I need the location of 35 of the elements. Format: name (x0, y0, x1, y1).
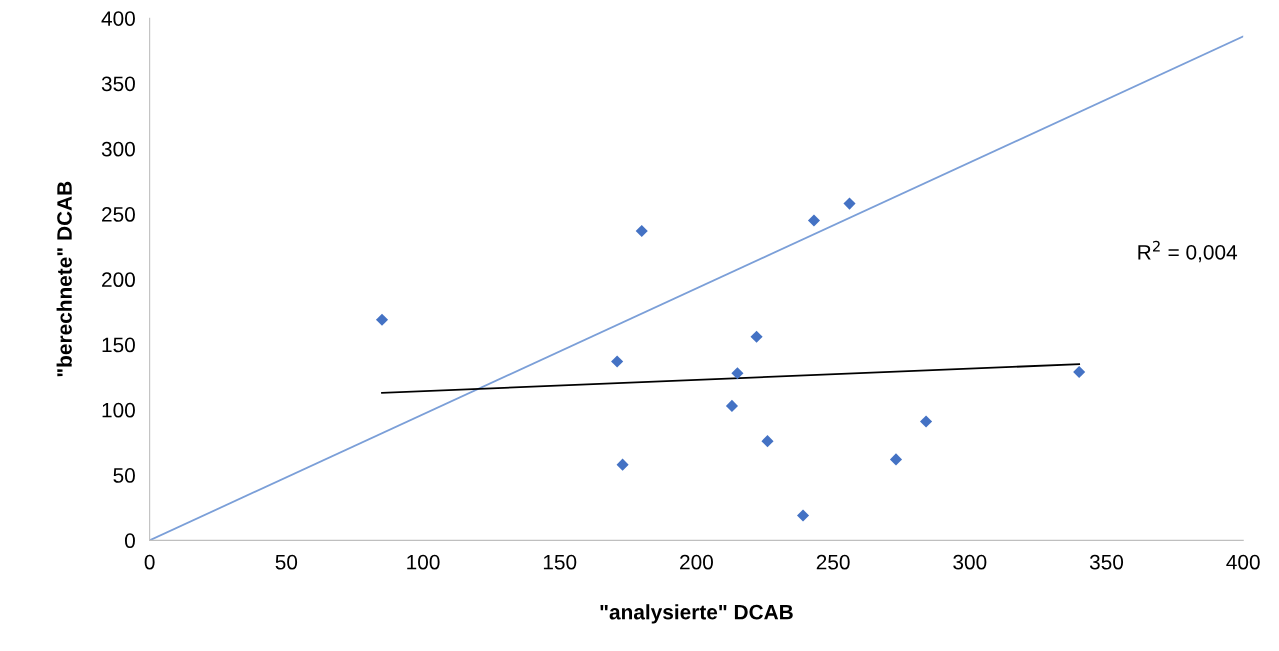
point (375, 313, 389, 326)
point (731, 367, 744, 380)
x-tick-label: 250 (816, 554, 850, 570)
x-tick-label: 50 (275, 554, 298, 570)
x-tick-label: 300 (953, 554, 987, 570)
point (725, 399, 739, 412)
x-tick-label: 0 (144, 554, 155, 570)
y-tick-label: 250 (102, 207, 135, 222)
point (616, 458, 629, 471)
y-tick-label: 100 (102, 402, 135, 418)
y-tick-label: 150 (102, 337, 135, 353)
y-tick-label: 400 (101, 11, 135, 26)
point (750, 330, 763, 343)
point (761, 435, 774, 448)
x-axis-title: "analysierte" DCAB (600, 604, 793, 624)
x-tick-label: 400 (1226, 554, 1260, 570)
y-tick-label: 50 (113, 468, 135, 483)
point (920, 415, 933, 428)
point (807, 214, 821, 227)
point (635, 224, 648, 238)
x-tick-label: 100 (407, 554, 440, 570)
y-tick-label: 300 (101, 141, 135, 157)
annotation: R$^{2}$ = 0,004 (1138, 240, 1238, 263)
point (889, 453, 903, 466)
point (611, 355, 624, 368)
y-tick-label: 350 (101, 76, 135, 92)
y-tick-label: 0 (124, 533, 135, 549)
y-tick-label: 200 (102, 272, 135, 288)
point (1073, 365, 1086, 379)
point (796, 509, 810, 522)
x-tick-label: 200 (680, 554, 713, 570)
x-tick-label: 150 (543, 554, 577, 570)
point (843, 197, 856, 210)
x-tick-label: 350 (1089, 554, 1124, 570)
y-axis-title: "berechnete" DCAB (56, 181, 72, 377)
